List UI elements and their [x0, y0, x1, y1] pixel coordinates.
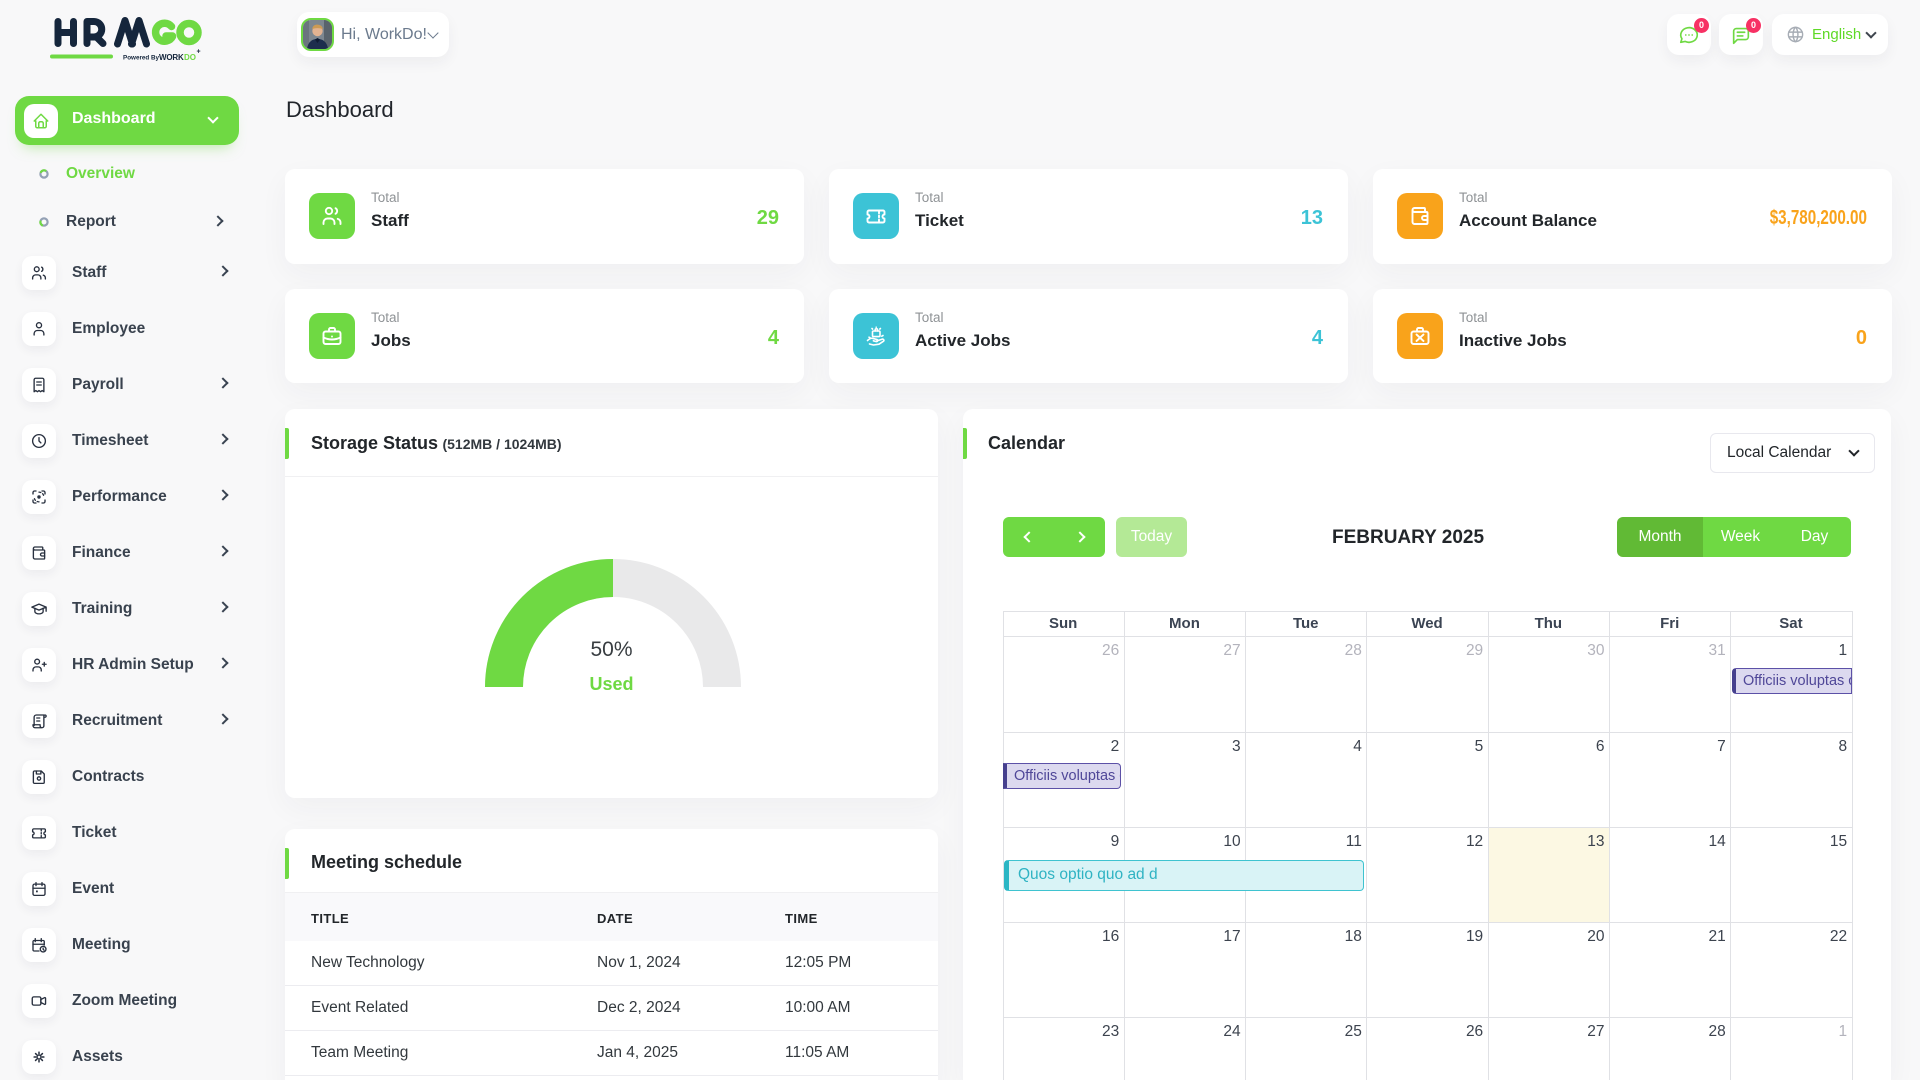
svg-text:WORK: WORK [159, 53, 184, 62]
svg-text:Powered By: Powered By [123, 55, 160, 62]
svg-text:DO: DO [184, 53, 196, 62]
svg-text:+: + [197, 49, 201, 56]
